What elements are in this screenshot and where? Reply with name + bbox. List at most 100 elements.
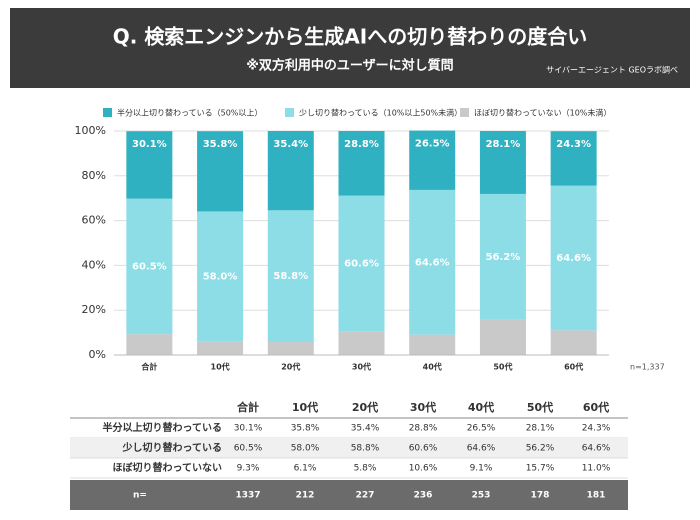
legend-label: 少し切り替わっている（10%以上50%未満） [299,108,462,118]
table-cell: 9.3% [237,464,260,474]
value-label: 60.5% [132,261,167,272]
subtitle: ※双方利用中のユーザーに対し質問 [246,58,453,74]
title: Q. 検索エンジンから生成AIへの切り替わりの度合い [113,25,587,49]
footer-cell: 181 [587,491,606,501]
row-label: 半分以上切り替わっている [103,421,223,434]
table-header: 50代 [527,400,553,414]
value-label: 56.2% [486,252,521,263]
legend-label: 半分以上切り替わっている（50%以上） [117,108,262,118]
row-band [70,438,628,458]
x-tick-label: 10代 [211,362,230,372]
x-tick-label: 30代 [352,362,371,372]
table-cell: 35.8% [291,424,320,434]
footer-label: n= [133,491,147,501]
x-tick-label: 20代 [281,362,300,372]
table-cell: 24.3% [582,424,611,434]
value-label: 60.6% [344,258,379,269]
bar-segment [267,342,314,355]
bar-segment [197,211,244,342]
bar-segment [126,198,173,335]
footer-cell: 227 [356,491,375,501]
table-cell: 58.8% [351,444,380,454]
legend-label: ほぼ切り替わっていない（10%未満） [474,108,611,118]
bar-segment [338,331,385,355]
bar-segment [479,193,526,320]
bar-segment [479,319,526,355]
x-tick-label: 40代 [423,362,442,372]
note: n=1,337 [630,363,665,372]
table-header: 60代 [583,400,609,414]
header-band [10,8,690,88]
bar-segment [479,131,526,194]
bar-segment [267,131,314,211]
value-label: 24.3% [556,139,591,150]
table-cell: 5.8% [354,464,377,474]
footer-cell: 178 [531,491,550,501]
y-tick-label: 0% [89,348,106,361]
bar-segment [338,131,385,196]
table-header: 合計 [237,400,259,414]
value-label: 30.1% [132,139,167,150]
y-tick-label: 100% [75,124,106,137]
legend-swatch [285,108,294,117]
table-cell: 28.8% [409,424,438,434]
table-cell: 60.6% [409,444,438,454]
bar-segment [267,210,314,343]
footer-cell: 212 [296,491,315,501]
table-header: 30代 [410,400,436,414]
value-label: 58.0% [203,271,238,282]
row-label: 少し切り替わっている [122,441,223,454]
value-label: 64.6% [556,253,591,264]
table-cell: 10.6% [409,464,438,474]
table-cell: 64.6% [467,444,496,454]
value-label: 28.1% [486,139,521,150]
bar-segment [197,131,244,212]
table-cell: 26.5% [467,424,496,434]
table-cell: 35.4% [351,424,380,434]
value-label: 35.4% [273,139,308,150]
source: サイバーエージェント GEOラボ調べ [546,65,678,75]
row-label: ほぼ切り替わっていない [113,461,223,474]
bar-segment [550,185,597,331]
x-tick-label: 50代 [493,362,512,372]
value-label: 35.8% [203,139,238,150]
bar-segment [126,131,173,199]
value-label: 64.6% [415,257,450,268]
bar-segment [197,341,244,355]
legend-swatch [103,108,112,117]
bar-segment [126,334,173,355]
table-cell: 56.2% [526,444,555,454]
table-header: 40代 [468,400,494,414]
table-cell: 11.0% [582,464,611,474]
footer-cell: 236 [414,491,433,501]
bar-segment [550,131,597,186]
bar-segment [409,334,456,355]
value-label: 28.8% [344,139,379,150]
table-cell: 60.5% [234,444,263,454]
table-header: 20代 [352,400,378,414]
y-tick-label: 60% [82,214,106,227]
value-label: 58.8% [273,271,308,282]
footer-cell: 1337 [235,491,260,501]
value-label: 26.5% [415,139,450,150]
table-cell: 28.1% [526,424,555,434]
bar-segment [338,195,385,332]
table-header: 10代 [292,400,318,414]
bar-segment [550,330,597,355]
y-tick-label: 20% [82,303,106,316]
footer-cell: 253 [472,491,491,501]
legend-swatch [460,108,469,117]
y-tick-label: 40% [82,258,106,271]
footer-band [70,480,628,510]
table-cell: 6.1% [294,464,317,474]
table-cell: 30.1% [234,424,263,434]
bar-segment [409,130,456,190]
x-tick-label: 60代 [564,362,583,372]
table-cell: 58.0% [291,444,320,454]
x-tick-label: 合計 [140,362,157,372]
table-cell: 15.7% [526,464,555,474]
bar-segment [409,189,456,335]
table-cell: 64.6% [582,444,611,454]
table-cell: 9.1% [470,464,493,474]
